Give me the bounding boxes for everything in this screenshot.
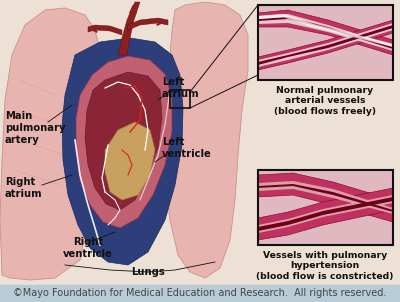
Polygon shape — [258, 181, 393, 214]
Polygon shape — [258, 20, 393, 70]
Text: Left
atrium: Left atrium — [162, 77, 200, 99]
Polygon shape — [118, 2, 140, 55]
Bar — [170, 90, 190, 108]
Text: Left
ventricle: Left ventricle — [162, 137, 212, 159]
Polygon shape — [258, 195, 393, 233]
Polygon shape — [258, 188, 393, 240]
Polygon shape — [258, 184, 393, 212]
Polygon shape — [62, 38, 183, 265]
Polygon shape — [258, 197, 393, 231]
Text: Lungs: Lungs — [131, 267, 165, 277]
Polygon shape — [258, 17, 393, 49]
Bar — [258, 5, 393, 80]
Polygon shape — [258, 10, 393, 55]
Bar — [0, 285, 400, 302]
Polygon shape — [105, 122, 155, 200]
Polygon shape — [258, 14, 393, 51]
Polygon shape — [0, 8, 100, 280]
Polygon shape — [258, 173, 393, 222]
Text: Right
ventricle: Right ventricle — [63, 237, 113, 259]
Text: Right
atrium: Right atrium — [5, 177, 43, 199]
Polygon shape — [258, 25, 393, 65]
Polygon shape — [127, 18, 168, 30]
Bar — [258, 170, 393, 245]
Text: Vessels with pulmonary
hypertension
(blood flow is constricted): Vessels with pulmonary hypertension (blo… — [256, 251, 394, 281]
Polygon shape — [85, 72, 162, 210]
Text: ©Mayo Foundation for Medical Education and Research.  All rights reserved.: ©Mayo Foundation for Medical Education a… — [13, 288, 387, 298]
Text: Main
pulmonary
artery: Main pulmonary artery — [5, 111, 66, 145]
Text: Normal pulmonary
arterial vessels
(blood flows freely): Normal pulmonary arterial vessels (blood… — [274, 86, 376, 116]
Polygon shape — [258, 23, 393, 67]
Polygon shape — [76, 56, 172, 228]
Polygon shape — [88, 25, 122, 35]
Polygon shape — [165, 2, 248, 278]
Bar — [258, 5, 393, 80]
Bar — [258, 170, 393, 245]
